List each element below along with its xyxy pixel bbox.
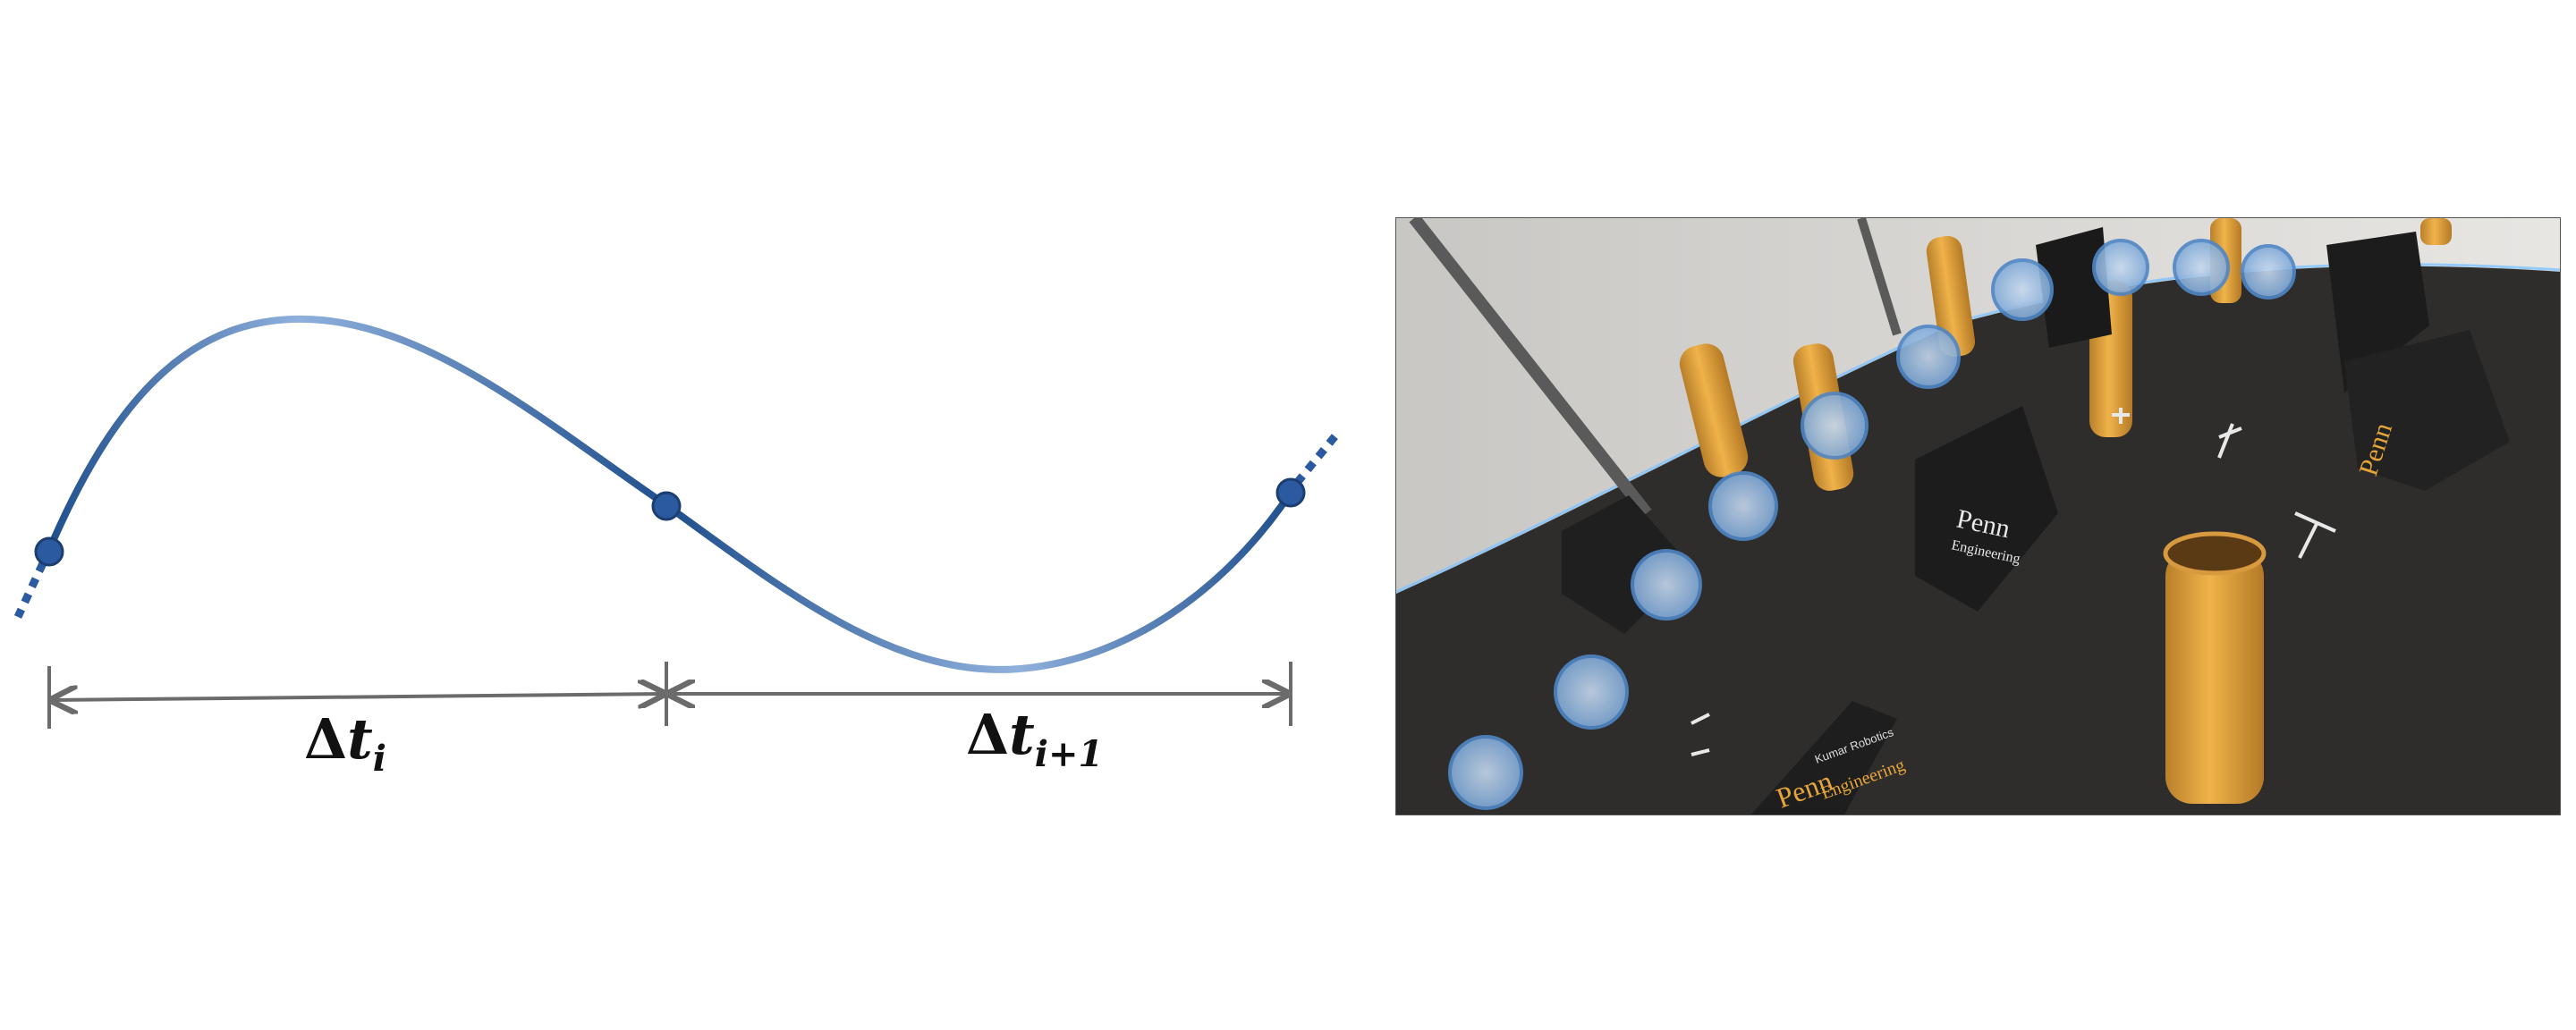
interval-label-i-plus-1: Δti+1 <box>966 702 1103 775</box>
tube <box>1679 343 1749 477</box>
interval-arrow-i <box>52 694 664 700</box>
delta-symbol: Δ <box>966 702 1010 767</box>
interval-subscript: i <box>372 738 386 780</box>
box <box>2344 330 2510 491</box>
drone-marker <box>1991 258 2054 321</box>
truss-pole <box>1857 218 1902 336</box>
drone-marker <box>2241 244 2296 300</box>
box <box>1750 701 1897 815</box>
drone-marker <box>2092 239 2149 296</box>
spline-diagram <box>13 315 1341 729</box>
arena-photo: Penn Engineering Penn Kumar Robotics Pen… <box>1395 217 2561 815</box>
drone-marker <box>1801 392 1868 460</box>
interval-arrows <box>47 662 1292 729</box>
delta-symbol: Δ <box>304 706 348 772</box>
interval-subscript: i+1 <box>1034 733 1104 775</box>
arena-photo-illustration: Penn Engineering Penn Kumar Robotics Pen… <box>1396 218 2560 815</box>
knot-point <box>651 491 682 521</box>
interval-label-i: Δti <box>304 706 386 780</box>
floor-marks <box>1690 408 2336 756</box>
drone-markers <box>1448 239 2296 810</box>
spline-continuation-right <box>1293 431 1341 485</box>
drone-marker <box>1631 549 1702 621</box>
box <box>1915 406 2058 612</box>
drone-marker <box>1708 471 1778 541</box>
tube <box>2420 218 2452 245</box>
tube-large <box>2165 549 2264 804</box>
tube-opening <box>2163 531 2267 576</box>
box <box>2036 227 2112 348</box>
interval-variable: t <box>347 706 373 772</box>
truss-pole <box>1409 218 1652 518</box>
box <box>2326 232 2429 393</box>
drone-marker <box>1448 735 1523 810</box>
interval-variable: t <box>1009 702 1035 767</box>
drone-marker <box>1554 654 1629 730</box>
spline-continuation-left <box>13 561 47 619</box>
knot-point <box>34 536 64 567</box>
drone-marker <box>1896 325 1961 389</box>
knot-point <box>1275 477 1306 508</box>
drone-marker <box>2173 239 2230 296</box>
